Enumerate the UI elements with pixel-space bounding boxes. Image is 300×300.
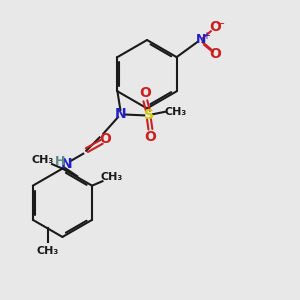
Text: O: O — [100, 132, 112, 146]
Text: +: + — [202, 31, 210, 41]
Text: CH₃: CH₃ — [37, 246, 59, 256]
Text: −: − — [216, 19, 225, 28]
Text: N: N — [115, 106, 126, 121]
Text: CH₃: CH₃ — [100, 172, 122, 182]
Text: CH₃: CH₃ — [165, 107, 187, 117]
Text: O: O — [209, 20, 221, 34]
Text: O: O — [140, 86, 152, 100]
Text: N: N — [196, 33, 206, 46]
Text: CH₃: CH₃ — [32, 155, 54, 165]
Text: H: H — [55, 154, 65, 168]
Text: S: S — [144, 108, 154, 122]
Text: O: O — [209, 47, 221, 61]
Text: N: N — [61, 157, 73, 171]
Text: O: O — [144, 130, 156, 144]
